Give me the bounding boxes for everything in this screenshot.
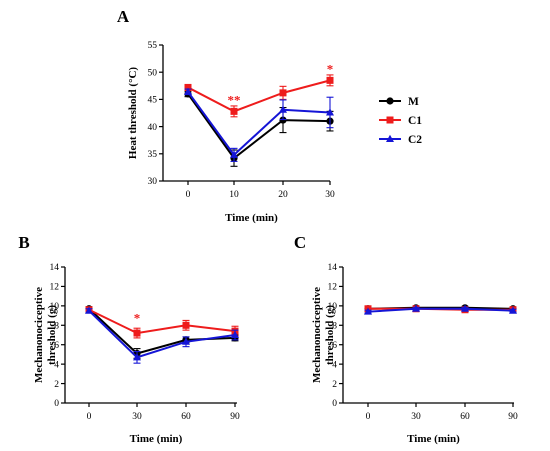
data-point-c2 xyxy=(509,306,517,314)
y-axis-label-line: Mechanonociceptive xyxy=(33,287,45,383)
legend-marker xyxy=(386,97,394,105)
y-tick-label: 6 xyxy=(54,341,59,351)
y-tick-label: 8 xyxy=(332,321,337,331)
series-line-c1 xyxy=(88,308,236,335)
legend-marker xyxy=(386,134,394,142)
series-line-c2 xyxy=(367,307,514,313)
panel-a: 30 35 40 45 50 55 0 10 20 30 Time (min) Heat thresh… xyxy=(117,7,335,224)
series-line-c2 xyxy=(187,91,331,157)
x-axis-label: Time (min) xyxy=(225,212,278,224)
legend-label: C2 xyxy=(408,134,422,146)
x-tick-label: 0 xyxy=(87,412,92,422)
data-point-c2 xyxy=(85,306,93,314)
x-tick-label: 60 xyxy=(460,412,470,422)
significance-mark: * xyxy=(327,61,334,76)
data-point-c2 xyxy=(230,150,238,158)
x-tick-label: 30 xyxy=(132,412,142,422)
y-tick-label: 6 xyxy=(332,341,337,351)
data-point-c1 xyxy=(326,76,334,84)
y-tick-label: 10 xyxy=(328,302,338,312)
y-tick-label: 50 xyxy=(148,68,158,78)
data-point-c2 xyxy=(184,87,192,95)
y-tick-label: 0 xyxy=(54,399,59,409)
x-tick-label: 10 xyxy=(229,190,239,200)
significance-mark: ** xyxy=(228,92,241,107)
significance-mark: * xyxy=(134,310,141,325)
series-line-c2 xyxy=(88,309,236,359)
y-tick-label: 14 xyxy=(50,263,60,273)
panel-label: A xyxy=(117,7,130,26)
data-point-c1 xyxy=(133,329,141,337)
data-point-c1 xyxy=(184,83,192,91)
x-tick-label: 0 xyxy=(366,412,371,422)
y-axis-label: Heat threshold (°C) xyxy=(127,67,139,160)
data-point-c2 xyxy=(364,307,372,315)
y-tick-label: 30 xyxy=(148,177,158,187)
data-point-c2 xyxy=(133,353,141,361)
data-point-c1 xyxy=(279,89,287,97)
legend-marker xyxy=(386,116,394,124)
y-tick-label: 0 xyxy=(332,399,337,409)
x-tick-label: 20 xyxy=(278,190,288,200)
y-tick-label: 35 xyxy=(148,150,158,160)
legend: M C1 C2 xyxy=(379,96,422,146)
legend-label: M xyxy=(408,96,419,108)
y-tick-label: 14 xyxy=(328,263,338,273)
y-tick-label: 45 xyxy=(148,96,158,106)
x-tick-label: 60 xyxy=(181,412,191,422)
x-tick-label: 90 xyxy=(508,412,518,422)
panel-label: B xyxy=(18,233,29,252)
data-point-c1 xyxy=(182,321,190,329)
data-point-c2 xyxy=(279,105,287,113)
y-tick-label: 4 xyxy=(54,360,59,370)
y-tick-label: 8 xyxy=(54,321,59,331)
y-tick-label: 12 xyxy=(50,283,60,293)
y-axis-label: Mechanonociceptivethreshold (g) xyxy=(311,287,336,383)
y-tick-label: 2 xyxy=(332,380,337,390)
data-point-c2 xyxy=(412,304,420,312)
y-tick-label: 40 xyxy=(148,123,158,133)
y-axis-label: Mechanonociceptivethreshold (g) xyxy=(33,287,58,383)
x-tick-label: 30 xyxy=(411,412,421,422)
panel-label: C xyxy=(294,233,306,252)
y-tick-label: 12 xyxy=(328,283,338,293)
x-tick-label: 30 xyxy=(325,190,335,200)
data-point-c2 xyxy=(182,337,190,345)
data-point-c2 xyxy=(461,304,469,312)
series-line-m xyxy=(187,93,331,160)
y-axis-label-line: threshold (g) xyxy=(324,305,336,365)
x-tick-label: 90 xyxy=(230,412,240,422)
x-tick-label: 0 xyxy=(186,190,191,200)
series-line-c1 xyxy=(187,79,331,113)
y-tick-label: 2 xyxy=(54,380,59,390)
panel-c: 0 2 4 6 8 10 12 14 0 30 60 90 Time (min) Mechanonocic… xyxy=(294,233,518,445)
y-tick-label: 10 xyxy=(50,302,60,312)
y-tick-label: 4 xyxy=(332,360,337,370)
x-axis-label: Time (min) xyxy=(130,433,183,445)
y-tick-label: 55 xyxy=(148,41,158,51)
data-point-c2 xyxy=(231,330,239,338)
data-point-c2 xyxy=(326,108,334,116)
y-axis-label-line: threshold (g) xyxy=(46,305,58,365)
legend-label: C1 xyxy=(408,115,422,127)
panel-b: 0 2 4 6 8 10 12 14 0 30 60 90 Time (min) Mechanonocic… xyxy=(18,233,240,445)
x-axis-label: Time (min) xyxy=(407,433,460,445)
y-axis-label-line: Mechanonociceptive xyxy=(311,287,323,383)
data-point-c1 xyxy=(230,107,238,115)
